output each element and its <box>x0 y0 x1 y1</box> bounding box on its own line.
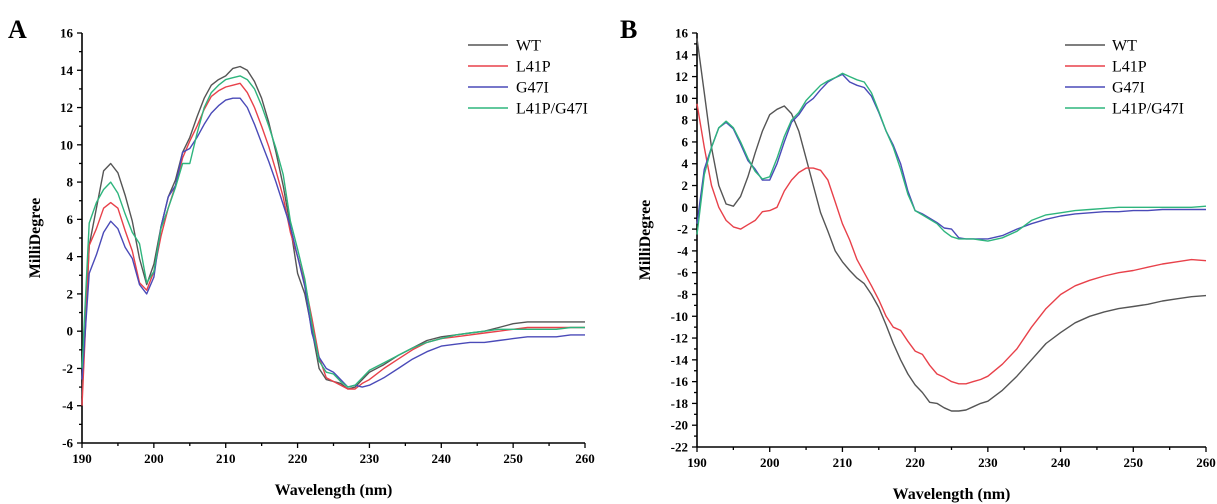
y-tick-label: -12 <box>671 331 688 346</box>
y-tick-label: 0 <box>682 200 689 215</box>
series-line-l41p <box>696 103 1207 385</box>
y-tick-label: -6 <box>677 265 688 280</box>
x-tick-label: 250 <box>1124 455 1144 470</box>
series-line-l41p <box>81 82 585 406</box>
y-tick-label: -22 <box>671 440 688 455</box>
y-tick-label: 12 <box>60 100 73 115</box>
y-tick-label: 6 <box>682 134 689 149</box>
y-tick-label: 14 <box>60 63 74 78</box>
y-axis-title: MilliDegree <box>27 198 44 279</box>
x-tick-label: 190 <box>72 451 92 466</box>
y-tick-label: -20 <box>671 418 688 433</box>
x-tick-label: 240 <box>1051 455 1071 470</box>
legend-label: WT <box>1112 38 1137 55</box>
legend-label: L41P/G47I <box>516 101 588 118</box>
x-tick-label: 230 <box>978 455 998 470</box>
y-tick-label: -18 <box>671 396 689 411</box>
x-axis-title: Wavelength (nm) <box>275 482 393 499</box>
x-tick-label: 220 <box>288 451 308 466</box>
legend-label: L41P/G47I <box>1112 101 1184 118</box>
series-line-wt <box>696 38 1207 412</box>
y-tick-label: -8 <box>677 287 688 302</box>
x-tick-label: 240 <box>432 451 452 466</box>
y-tick-label: 8 <box>682 113 689 128</box>
y-tick-label: 6 <box>67 212 74 227</box>
y-tick-label: -10 <box>671 309 688 324</box>
y-tick-label: 2 <box>682 178 689 193</box>
x-tick-label: 190 <box>687 455 707 470</box>
series-line-g47i <box>81 97 585 388</box>
y-tick-label: 16 <box>675 26 689 41</box>
y-tick-label: -2 <box>677 222 688 237</box>
panel-label: A <box>8 15 27 44</box>
y-tick-label: -4 <box>62 398 73 413</box>
x-tick-label: 210 <box>833 455 853 470</box>
x-tick-label: 220 <box>905 455 925 470</box>
x-tick-label: 200 <box>760 455 780 470</box>
y-tick-label: 16 <box>60 26 74 41</box>
x-tick-label: 210 <box>216 451 236 466</box>
legend-label: L41P <box>516 59 551 76</box>
y-tick-label: 10 <box>60 137 73 152</box>
panel-a: A 190 200 210 220 230 240 250 260 -6 -4 -2 0 2 4 6 8 10 12… <box>8 15 595 499</box>
panel-label: B <box>620 15 637 44</box>
legend-label: L41P <box>1112 59 1147 76</box>
y-tick-label: 12 <box>675 69 688 84</box>
y-tick-label: -6 <box>62 436 73 451</box>
series-line-l41p-g47i <box>81 75 585 388</box>
y-tick-label: 4 <box>682 156 689 171</box>
y-tick-label: 8 <box>67 175 74 190</box>
x-tick-label: 250 <box>503 451 523 466</box>
series-line-l41p-g47i <box>696 72 1207 242</box>
legend-label: WT <box>516 38 541 55</box>
y-tick-label: 2 <box>67 286 74 301</box>
x-tick-label: 200 <box>144 451 164 466</box>
legend-label: G47I <box>1112 80 1145 97</box>
x-axis-title: Wavelength (nm) <box>893 486 1011 503</box>
y-tick-label: 4 <box>67 249 74 264</box>
legend-label: G47I <box>516 80 549 97</box>
y-tick-label: -2 <box>62 361 73 376</box>
y-axis-title: MilliDegree <box>637 200 654 281</box>
y-tick-label: -16 <box>671 374 689 389</box>
x-tick-label: 260 <box>575 451 595 466</box>
y-tick-label: -14 <box>671 352 689 367</box>
x-tick-label: 260 <box>1196 455 1216 470</box>
y-tick-label: 14 <box>675 47 689 62</box>
y-tick-label: 0 <box>67 324 74 339</box>
y-tick-label: -4 <box>677 243 688 258</box>
y-tick-label: 10 <box>675 91 688 106</box>
series-line-g47i <box>696 73 1206 240</box>
series-line-wt <box>81 65 585 397</box>
x-tick-label: 230 <box>360 451 380 466</box>
